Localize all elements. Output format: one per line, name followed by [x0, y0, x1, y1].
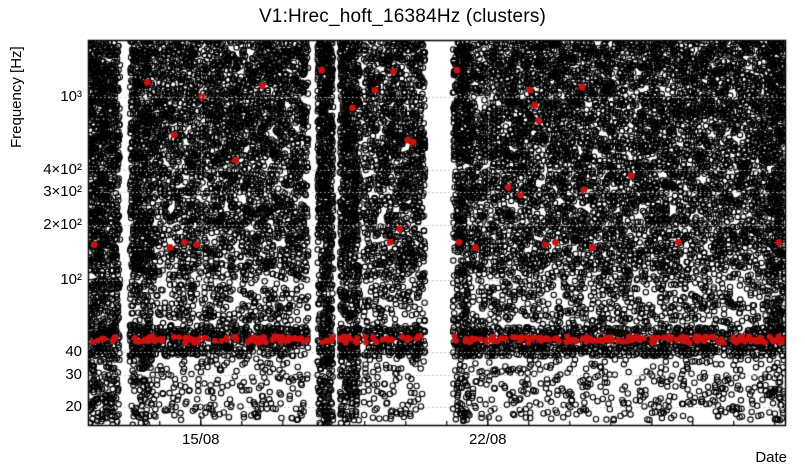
y-tick-label: 30: [65, 366, 82, 384]
x-tick-label: 15/08: [181, 431, 220, 448]
y-tick-label: 40: [65, 343, 82, 361]
y-tick-label: 10²: [60, 270, 82, 288]
y-tick-label: 10³: [60, 87, 82, 105]
x-axis-label: Date: [755, 449, 787, 466]
y-tick-label: 2×10²: [43, 215, 82, 233]
y-tick-label: 20: [65, 398, 82, 416]
y-tick-label: 4×10²: [43, 160, 82, 178]
y-tick-label: 3×10²: [43, 183, 82, 201]
x-tick-label: 22/08: [468, 431, 507, 448]
